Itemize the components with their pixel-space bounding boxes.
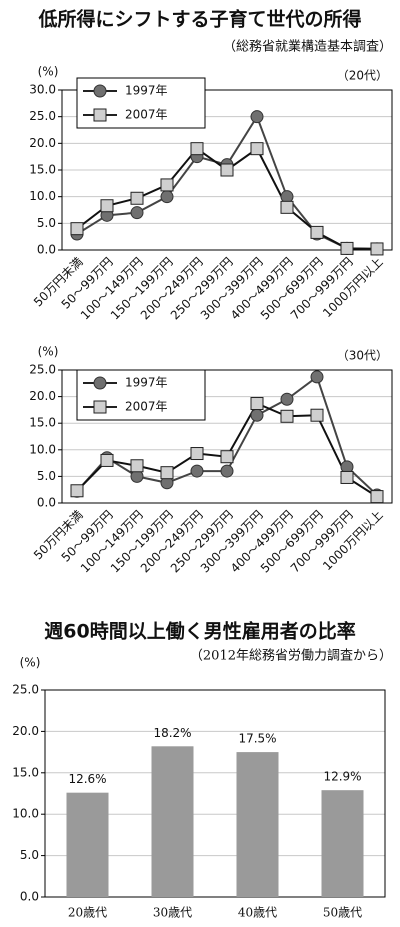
- y-tick-label: 5.0: [37, 216, 56, 230]
- marker: [130, 206, 144, 220]
- marker: [250, 408, 264, 422]
- y-tick-label: 25.0: [29, 363, 56, 377]
- marker: [190, 142, 204, 156]
- y-axis-unit: (%): [38, 65, 59, 79]
- y-tick-label: 30.0: [29, 83, 56, 97]
- plot-frame: [61, 369, 393, 504]
- marker: [340, 241, 354, 255]
- marker: [220, 450, 234, 464]
- bar: [236, 752, 279, 897]
- y-tick-label: 0.0: [37, 496, 56, 510]
- bar: [151, 746, 194, 897]
- chart-subtitle: （2012年総務省労働力調査から）: [190, 649, 392, 664]
- marker: [250, 142, 264, 156]
- chart-title: 低所得にシフトする子育て世代の所得: [37, 8, 361, 31]
- marker: [220, 464, 234, 478]
- y-tick-label: 20.0: [29, 136, 56, 150]
- chart-subtitle: （総務省就業構造基本調査）: [223, 39, 392, 55]
- x-tick-label: 40歳代: [238, 906, 277, 920]
- annotation: （30代）: [337, 349, 388, 363]
- y-tick-label: 15.0: [29, 416, 56, 430]
- marker: [250, 397, 264, 411]
- legend-label: 2007年: [125, 108, 168, 122]
- marker: [370, 490, 384, 504]
- y-tick-label: 10.0: [29, 442, 56, 456]
- marker: [160, 466, 174, 480]
- marker: [250, 110, 264, 124]
- legend-label: 2007年: [125, 400, 168, 414]
- y-tick-label: 5.0: [20, 848, 39, 862]
- chart-title: 週60時間以上働く男性雇用者の比率: [44, 620, 355, 643]
- y-tick-label: 0.0: [37, 243, 56, 257]
- marker: [370, 242, 384, 256]
- value-label: 12.6%: [68, 772, 106, 786]
- marker: [100, 453, 114, 467]
- value-label: 18.2%: [153, 726, 191, 740]
- y-tick-label: 5.0: [37, 469, 56, 483]
- marker: [160, 190, 174, 204]
- legend-marker: [93, 400, 107, 414]
- y-tick-label: 25.0: [12, 683, 39, 697]
- y-tick-label: 10.0: [12, 807, 39, 821]
- legend-marker: [93, 108, 107, 122]
- marker: [190, 447, 204, 461]
- y-axis-unit: (%): [20, 656, 41, 670]
- marker: [100, 199, 114, 213]
- y-tick-label: 20.0: [12, 724, 39, 738]
- marker: [190, 464, 204, 478]
- plot-frame: [44, 689, 386, 898]
- y-tick-label: 10.0: [29, 189, 56, 203]
- x-tick-label: 20歳代: [68, 906, 107, 920]
- plot-frame: [61, 89, 393, 251]
- y-tick-label: 15.0: [12, 765, 39, 779]
- y-tick-label: 15.0: [29, 163, 56, 177]
- x-tick-label: 30歳代: [153, 906, 192, 920]
- bar: [66, 792, 109, 897]
- legend-marker: [93, 376, 107, 390]
- bar: [321, 790, 364, 897]
- marker: [280, 200, 294, 214]
- marker: [310, 370, 324, 384]
- legend-label: 1997年: [125, 84, 168, 98]
- marker: [130, 191, 144, 205]
- legend-marker: [93, 84, 107, 98]
- marker: [310, 225, 324, 239]
- legend-label: 1997年: [125, 376, 168, 390]
- marker: [130, 459, 144, 473]
- y-tick-label: 25.0: [29, 109, 56, 123]
- value-label: 17.5%: [238, 732, 276, 746]
- y-tick-label: 0.0: [20, 890, 39, 904]
- marker: [70, 222, 84, 236]
- marker: [310, 408, 324, 422]
- x-tick-label: 50歳代: [323, 906, 362, 920]
- y-axis-unit: (%): [38, 345, 59, 359]
- marker: [70, 484, 84, 498]
- value-label: 12.9%: [323, 770, 361, 784]
- marker: [280, 409, 294, 423]
- marker: [160, 178, 174, 192]
- marker: [280, 392, 294, 406]
- marker: [220, 163, 234, 177]
- annotation: （20代）: [337, 69, 388, 83]
- y-tick-label: 20.0: [29, 389, 56, 403]
- marker: [340, 470, 354, 484]
